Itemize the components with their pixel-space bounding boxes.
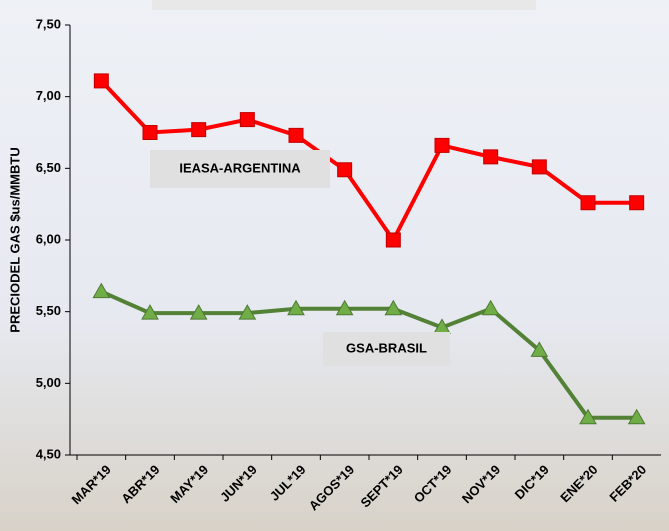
series-line	[99, 79, 637, 244]
marker	[580, 195, 596, 211]
marker	[384, 299, 403, 316]
marker	[92, 282, 111, 299]
y-tick-label: 4,50	[36, 446, 61, 461]
marker	[335, 299, 354, 316]
marker	[579, 408, 597, 425]
marker	[93, 73, 109, 89]
marker	[530, 341, 549, 357]
marker	[288, 127, 304, 143]
marker	[287, 299, 305, 316]
marker	[627, 408, 646, 425]
series-label-box	[150, 150, 330, 188]
marker	[434, 137, 450, 153]
marker	[483, 149, 499, 165]
y-tick-label: 6,50	[36, 160, 61, 175]
y-tick-label: 7,00	[36, 88, 61, 103]
title-box	[152, 0, 536, 10]
marker	[629, 195, 645, 211]
marker	[141, 304, 159, 320]
marker	[189, 304, 208, 320]
marker	[238, 304, 257, 320]
series-label-box	[323, 332, 450, 366]
y-axis-label: PRECIODEL GAS $us/MMBTU	[7, 147, 22, 332]
series-label: GSA-BRASIL	[346, 340, 427, 355]
marker	[481, 299, 500, 316]
series-label: IEASA-ARGENTINA	[179, 160, 301, 175]
marker	[191, 122, 207, 138]
marker	[239, 112, 255, 128]
y-tick-label: 5,50	[36, 303, 61, 318]
marker	[385, 232, 401, 248]
marker	[337, 162, 353, 178]
y-tick-label: 6,00	[36, 231, 61, 246]
marker	[142, 125, 158, 140]
marker	[531, 159, 547, 175]
y-tick-label: 5,00	[36, 375, 61, 390]
y-tick-label: 7,50	[36, 16, 61, 31]
series-line	[100, 289, 637, 420]
